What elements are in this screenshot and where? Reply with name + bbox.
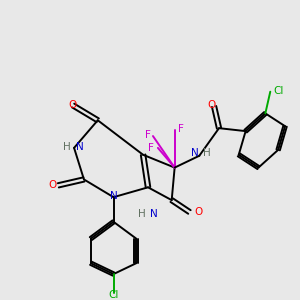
- Text: Cl: Cl: [108, 290, 119, 300]
- Text: O: O: [194, 207, 202, 217]
- Text: H: H: [138, 209, 146, 219]
- Text: F: F: [145, 130, 151, 140]
- Text: O: O: [207, 100, 215, 110]
- Text: N: N: [76, 142, 84, 152]
- Text: F: F: [148, 143, 154, 153]
- Text: F: F: [178, 124, 184, 134]
- Text: O: O: [68, 100, 76, 110]
- Text: N: N: [110, 191, 117, 201]
- Text: N: N: [190, 148, 198, 158]
- Text: O: O: [48, 180, 56, 190]
- Text: H: H: [203, 148, 211, 158]
- Text: H: H: [63, 142, 71, 152]
- Text: N: N: [150, 209, 158, 219]
- Text: Cl: Cl: [273, 86, 284, 96]
